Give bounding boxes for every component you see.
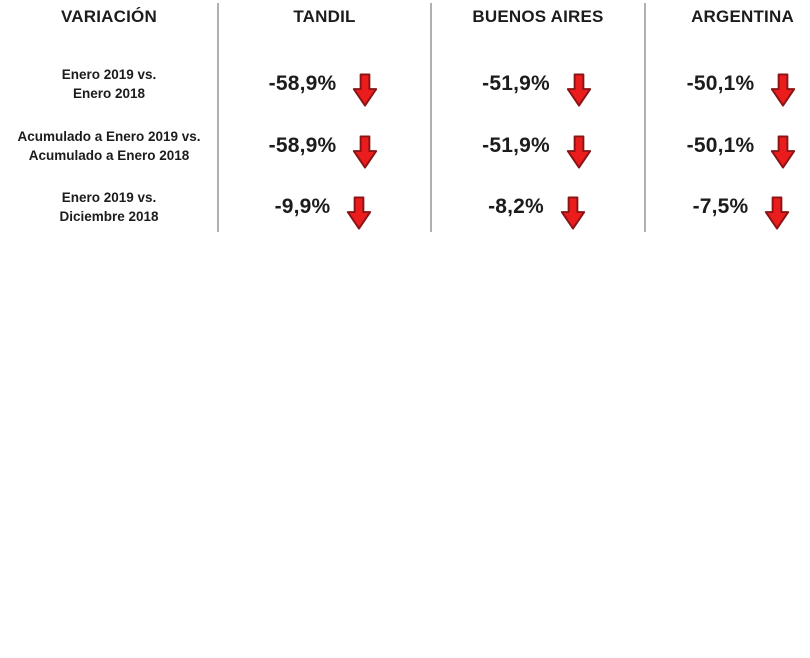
column-buenos-aires: BUENOS AIRES -51,9% -51,9% -8,2% <box>430 0 645 240</box>
column-header-buenos-aires: BUENOS AIRES <box>472 7 604 26</box>
row-label-enero-vs-diciembre: Enero 2019 vs. Diciembre 2018 <box>59 190 159 224</box>
down-arrow-icon <box>347 195 372 230</box>
percentage-value: -9,9% <box>274 195 331 218</box>
down-arrow-icon <box>771 72 796 107</box>
percentage-value: -7,5% <box>692 195 749 218</box>
column-argentina: ARGENTINA -50,1% -50,1% -7,5% <box>644 0 810 240</box>
value-cell: -51,9% <box>431 50 645 118</box>
value-cell: -58,9% <box>218 50 431 118</box>
percentage-value: -51,9% <box>482 134 550 157</box>
percentage-value: -50,1% <box>686 72 755 95</box>
row-label-enero-vs-enero: Enero 2019 vs. Enero 2018 <box>61 67 157 101</box>
down-arrow-icon <box>566 134 592 169</box>
down-arrow-icon <box>771 134 796 169</box>
value-cell: -7,5% <box>645 174 810 240</box>
down-arrow-icon <box>353 72 378 107</box>
column-tandil: TANDIL -58,9% -58,9% -9,9% <box>217 0 431 240</box>
down-arrow-icon <box>560 195 586 230</box>
value-cell: -58,9% <box>218 118 431 174</box>
down-arrow-icon <box>765 195 790 230</box>
value-cell: -51,9% <box>431 118 645 174</box>
percentage-value: -58,9% <box>268 72 337 95</box>
column-variacion: VARIACIÓN Enero 2019 vs. Enero 2018 Acum… <box>0 0 218 240</box>
row-label-acumulado: Acumulado a Enero 2019 vs. Acumulado a E… <box>17 129 201 163</box>
value-cell: -50,1% <box>645 118 810 174</box>
value-cell: -8,2% <box>431 174 645 240</box>
value-cell: -50,1% <box>645 50 810 118</box>
column-header-variacion: VARIACIÓN <box>61 7 157 26</box>
percentage-value: -8,2% <box>488 195 544 218</box>
column-header-argentina: ARGENTINA <box>691 7 794 26</box>
percentage-value: -51,9% <box>482 72 550 95</box>
percentage-value: -58,9% <box>268 134 337 157</box>
column-header-tandil: TANDIL <box>293 7 356 26</box>
down-arrow-icon <box>566 72 592 107</box>
variation-table: VARIACIÓN Enero 2019 vs. Enero 2018 Acum… <box>0 0 810 240</box>
down-arrow-icon <box>353 134 378 169</box>
percentage-value: -50,1% <box>686 134 755 157</box>
value-cell: -9,9% <box>218 174 431 240</box>
